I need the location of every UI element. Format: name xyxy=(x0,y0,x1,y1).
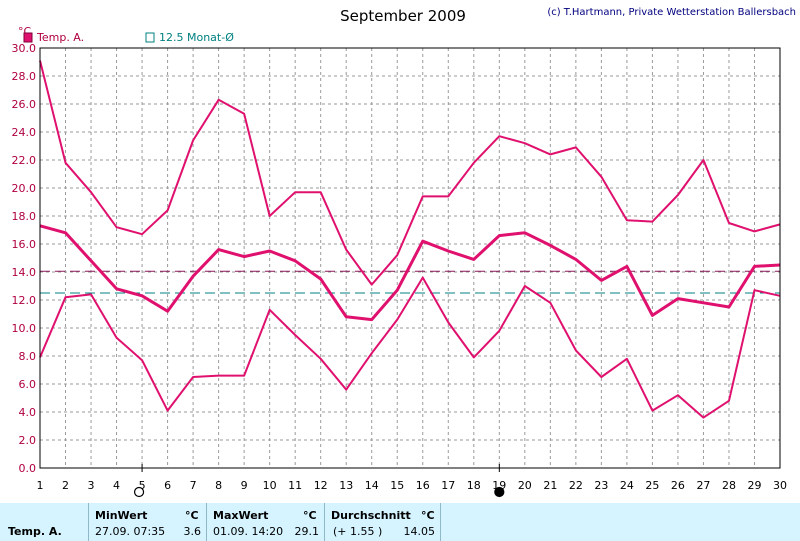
legend-series-swatch xyxy=(23,32,33,43)
y-tick-label: 26.0 xyxy=(12,98,37,111)
max-unit: °C xyxy=(303,509,317,522)
y-tick-label: 16.0 xyxy=(12,238,37,251)
new-moon-icon xyxy=(494,486,505,498)
stats-min-cell: MinWert °C 27.09. 07:35 3.6 xyxy=(88,503,207,541)
legend-mean-label: 12.5 Monat-Ø xyxy=(159,31,234,44)
min-header: MinWert xyxy=(95,509,148,522)
y-tick-label: 30.0 xyxy=(12,42,37,55)
x-tick-label: 20 xyxy=(518,479,532,492)
avg-unit: °C xyxy=(421,509,435,522)
x-tick-label: 11 xyxy=(288,479,302,492)
x-tick-label: 13 xyxy=(339,479,353,492)
x-tick-label: 28 xyxy=(722,479,736,492)
x-tick-label: 2 xyxy=(62,479,69,492)
stats-row-label: Temp. A. xyxy=(8,525,62,538)
x-tick-label: 27 xyxy=(696,479,710,492)
temperature-chart: September 2009 (c) T.Hartmann, Private W… xyxy=(12,7,796,498)
x-tick-label: 18 xyxy=(467,479,481,492)
y-tick-label: 6.0 xyxy=(19,378,37,391)
copyright-text: (c) T.Hartmann, Private Wetterstation Ba… xyxy=(547,7,796,18)
legend-series-label: Temp. A. xyxy=(36,31,84,44)
y-tick-label: 18.0 xyxy=(12,210,37,223)
series-lines xyxy=(39,60,781,419)
y-tick-label: 20.0 xyxy=(12,182,37,195)
y-tick-label: 24.0 xyxy=(12,126,37,139)
plot-frame xyxy=(39,47,781,469)
x-tick-label: 21 xyxy=(543,479,557,492)
series-line-3 xyxy=(39,276,781,419)
full-moon-icon xyxy=(133,486,145,498)
x-tick-label: 25 xyxy=(645,479,659,492)
y-tick-label: 12.0 xyxy=(12,294,37,307)
x-tick-label: 12 xyxy=(314,479,328,492)
x-tick-label: 5 xyxy=(139,479,146,492)
x-tick-label: 6 xyxy=(164,479,171,492)
x-tick-label: 26 xyxy=(671,479,685,492)
legend: Temp. A. 12.5 Monat-Ø xyxy=(23,31,234,44)
x-tick-label: 1 xyxy=(37,479,44,492)
stats-avg-cell: Durchschnitt °C (+ 1.55 ) 14.05 xyxy=(324,503,441,541)
y-tick-label: 0.0 xyxy=(19,462,37,475)
x-tick-label: 7 xyxy=(190,479,197,492)
legend-mean-swatch xyxy=(145,32,155,43)
y-tick-label: 2.0 xyxy=(19,434,37,447)
chart-title: September 2009 xyxy=(340,7,466,25)
x-tick-label: 22 xyxy=(569,479,583,492)
x-tick-label: 23 xyxy=(594,479,608,492)
x-tick-label: 17 xyxy=(441,479,455,492)
stats-empty-cell xyxy=(440,503,800,541)
x-tick-label: 8 xyxy=(215,479,222,492)
x-axis-ticks: 1 2 3 4 5 6 7 8 9 10 11 12 13 14 15 16 17 18 19 20 21 22 23 24 2… xyxy=(37,479,788,492)
avg-header: Durchschnitt xyxy=(331,509,411,522)
reference-lines xyxy=(40,270,780,294)
x-tick-label: 9 xyxy=(241,479,248,492)
max-value: 29.1 xyxy=(294,525,320,538)
stats-max-cell: MaxWert °C 01.09. 14:20 29.1 xyxy=(206,503,325,541)
y-tick-label: 14.0 xyxy=(12,266,37,279)
x-tick-label: 14 xyxy=(365,479,379,492)
y-tick-label: 8.0 xyxy=(19,350,37,363)
moon-phase-markers xyxy=(133,464,505,498)
x-tick-label: 15 xyxy=(390,479,404,492)
statistics-panel: Temp. A. MinWert °C 27.09. 07:35 3.6 Max… xyxy=(0,503,800,541)
x-tick-label: 24 xyxy=(620,479,634,492)
y-tick-label: 10.0 xyxy=(12,322,37,335)
avg-delta: (+ 1.55 ) xyxy=(333,525,383,538)
y-tick-label: 4.0 xyxy=(19,406,37,419)
x-tick-label: 30 xyxy=(773,479,787,492)
min-timestamp: 27.09. 07:35 xyxy=(95,525,166,538)
y-tick-label: 22.0 xyxy=(12,154,37,167)
x-tick-label: 29 xyxy=(747,479,761,492)
x-tick-label: 16 xyxy=(416,479,430,492)
x-tick-label: 3 xyxy=(88,479,95,492)
avg-value: 14.05 xyxy=(403,525,436,538)
series-line-2 xyxy=(39,224,781,322)
grid xyxy=(39,47,781,469)
stats-row-label-cell: Temp. A. xyxy=(0,503,88,541)
x-tick-label: 4 xyxy=(113,479,120,492)
max-timestamp: 01.09. 14:20 xyxy=(213,525,284,538)
x-tick-label: 10 xyxy=(263,479,277,492)
min-value: 3.6 xyxy=(183,525,202,538)
max-header: MaxWert xyxy=(213,509,269,522)
y-axis-ticks: 0.0 2.0 4.0 6.0 8.0 10.0 12.0 14.0 16.0 18.0 20.0 2… xyxy=(12,42,37,475)
min-unit: °C xyxy=(185,509,199,522)
y-tick-label: 28.0 xyxy=(12,70,37,83)
series-line-1 xyxy=(39,60,781,286)
